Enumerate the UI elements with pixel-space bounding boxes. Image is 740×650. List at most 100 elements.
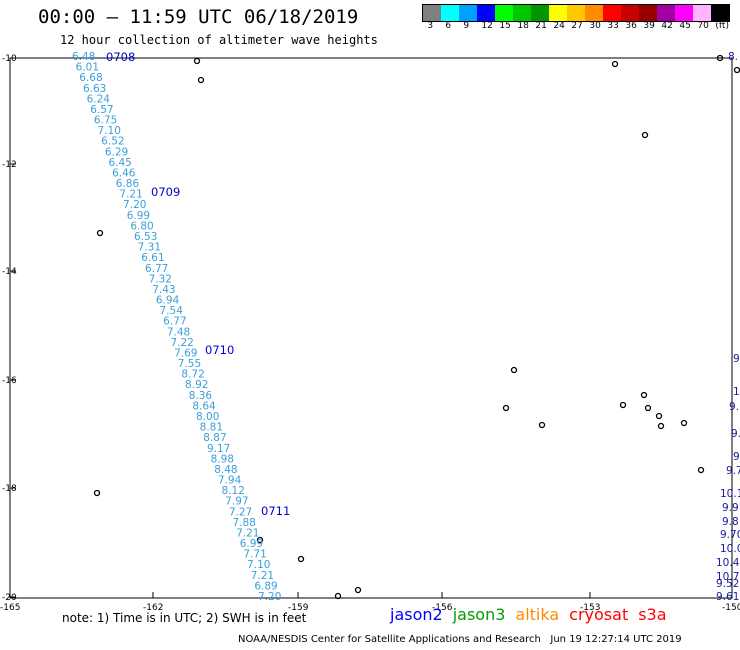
color-scale-label: 21: [535, 21, 547, 31]
color-swatch: [621, 5, 639, 21]
lon-label: -153: [580, 603, 600, 613]
color-swatch: [693, 5, 711, 21]
swh-value-label: 7.55: [178, 358, 201, 370]
color-scale-label: (ft): [715, 21, 729, 31]
swh-value-label: 9.7: [726, 465, 740, 477]
swh-value-label: 9.61: [716, 591, 739, 603]
swh-value-label: 9.17: [207, 443, 230, 455]
swh-value-label: 7.20: [258, 591, 281, 603]
footer-note: note: 1) Time is in UTC; 2) SWH is in fe…: [62, 611, 307, 625]
swh-value-label: 6.77: [163, 316, 186, 328]
swh-value-label: 7.22: [170, 337, 193, 349]
island-outline: [538, 421, 546, 429]
swh-value-label: 7.10: [247, 559, 270, 571]
track-time-label: 0709: [151, 185, 180, 199]
swh-value-label: 7.97: [225, 496, 248, 508]
island-outline: [96, 229, 104, 237]
swh-value-label: 10.79: [716, 571, 740, 583]
swh-value-label: 9.52: [716, 578, 739, 590]
swh-value-label: 6.53: [134, 231, 157, 243]
color-scale-label: 45: [679, 21, 691, 31]
swh-value-label: 6.75: [94, 115, 117, 127]
swh-value-label: 6.48: [72, 51, 95, 63]
swh-value-label: 8.48: [214, 464, 237, 476]
swh-value-label: 7.88: [232, 517, 255, 529]
island-outline: [354, 586, 362, 594]
swh-value-label: 6.68: [79, 72, 102, 84]
swh-value-label: 7.43: [152, 284, 175, 296]
swh-value-label: 9.: [733, 451, 740, 463]
island-outline: [733, 66, 740, 74]
color-swatch: [567, 5, 585, 21]
credit-line: NOAA/NESDIS Center for Satellite Applica…: [238, 634, 682, 645]
color-scale-label: 15: [499, 21, 511, 31]
color-swatch: [657, 5, 675, 21]
swh-value-label: 9.9: [722, 502, 739, 514]
island-outline: [697, 466, 705, 474]
color-scale-label: 12: [481, 21, 493, 31]
color-swatch: [603, 5, 621, 21]
color-swatch: [441, 5, 459, 21]
lat-label: -20: [2, 593, 17, 603]
color-swatch: [459, 5, 477, 21]
swh-value-label: 7.21: [236, 527, 259, 539]
swh-value-label: 10.47: [716, 557, 740, 569]
island-outline: [197, 76, 205, 84]
track-time-label: 0710: [205, 343, 234, 357]
lat-label: -18: [2, 484, 17, 494]
swh-value-label: 8.12: [222, 485, 245, 497]
satellite-legend-item: jason2: [390, 605, 443, 624]
color-scale-label: 18: [517, 21, 529, 31]
swh-value-label: 8.92: [185, 379, 208, 391]
lat-label: -16: [2, 376, 17, 386]
swh-value-label: 6.89: [254, 580, 277, 592]
color-swatch: [477, 5, 495, 21]
island-outline: [502, 404, 510, 412]
swh-value-label: 6.94: [156, 295, 180, 307]
swh-value-label: 7.94: [218, 475, 242, 487]
island-outline: [655, 412, 663, 420]
color-swatch: [639, 5, 657, 21]
lon-label: -150: [722, 603, 740, 613]
island-outline: [93, 489, 101, 497]
lon-label: -159: [288, 603, 309, 613]
swh-value-label: 8.00: [196, 411, 219, 423]
color-scale-label: 27: [571, 21, 583, 31]
lon-label: -162: [143, 603, 163, 613]
color-scale-label: 70: [697, 21, 709, 31]
satellite-legend: jason2 jason3 altika cryosat s3a: [390, 605, 677, 624]
lat-label: -14: [2, 267, 17, 277]
swh-value-label: 8.87: [203, 432, 226, 444]
track-time-label: 0708: [106, 50, 135, 64]
color-scale-label: 6: [445, 21, 452, 31]
color-swatch: [585, 5, 603, 21]
swh-value-label: 6.99: [127, 210, 150, 222]
lon-label: -156: [432, 603, 453, 613]
island-outline: [640, 391, 648, 399]
swh-value-label: 8.64: [192, 400, 216, 412]
swh-value-label: 6.99: [240, 538, 263, 550]
map-frame: [9, 57, 733, 599]
satellite-legend-item: altika: [515, 605, 560, 624]
swh-value-label: 6.01: [76, 62, 99, 74]
swh-value-label: 10: [733, 386, 740, 398]
island-outline: [611, 60, 619, 68]
island-outline: [256, 536, 264, 544]
swh-value-label: 7.32: [149, 273, 172, 285]
swh-value-label: 7.27: [229, 506, 252, 518]
swh-value-label: 10.1: [720, 488, 740, 500]
color-scale-label: 36: [625, 21, 637, 31]
swh-value-label: 6.61: [141, 252, 164, 264]
swh-value-label: 6.52: [101, 136, 124, 148]
color-scale-label: 3: [427, 21, 434, 31]
swh-value-label: 8.72: [181, 369, 204, 381]
swh-value-label: 7.21: [251, 570, 274, 582]
island-outline: [680, 419, 688, 427]
swh-value-label: 8.98: [211, 453, 234, 465]
color-swatch: [549, 5, 567, 21]
swh-value-label: 6.45: [108, 157, 131, 169]
island-outline: [641, 131, 649, 139]
swh-value-label: 6.80: [130, 220, 153, 232]
satellite-legend-item: s3a: [638, 605, 667, 624]
